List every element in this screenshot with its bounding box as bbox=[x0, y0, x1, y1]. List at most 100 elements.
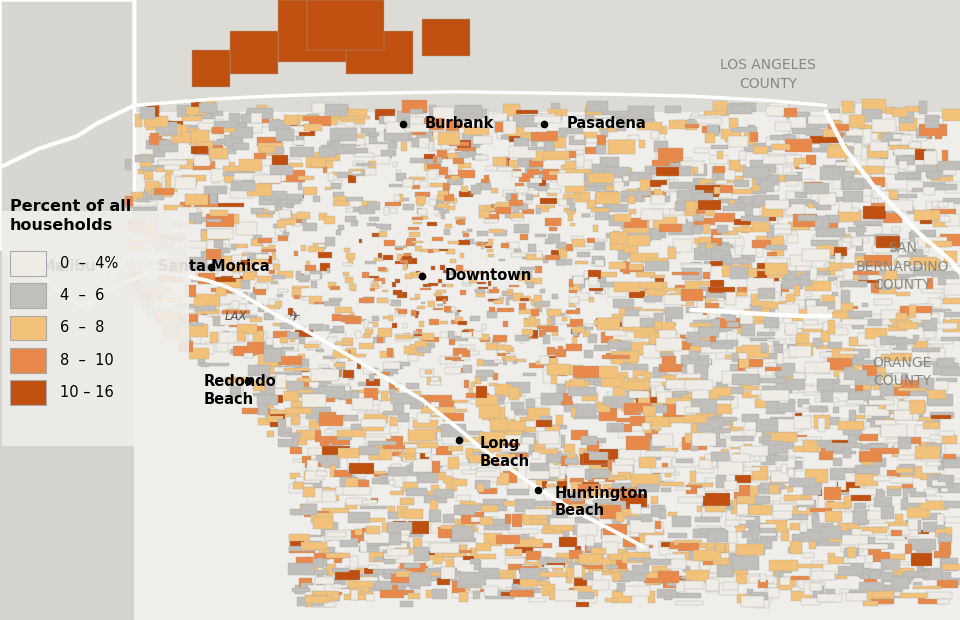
Bar bbox=[865, 458, 886, 467]
Bar bbox=[342, 133, 365, 144]
Bar bbox=[191, 102, 201, 115]
Bar bbox=[356, 361, 361, 369]
Bar bbox=[479, 291, 484, 293]
Bar bbox=[870, 142, 888, 151]
Bar bbox=[527, 183, 542, 188]
Bar bbox=[918, 402, 926, 412]
Bar bbox=[709, 565, 727, 573]
Bar bbox=[833, 526, 852, 538]
Bar bbox=[505, 557, 525, 564]
Bar bbox=[327, 174, 334, 181]
Bar bbox=[737, 503, 748, 515]
Bar bbox=[788, 513, 808, 520]
Bar bbox=[521, 134, 534, 141]
Bar bbox=[276, 374, 286, 388]
Bar bbox=[765, 317, 777, 328]
Bar bbox=[318, 386, 345, 398]
Bar bbox=[307, 535, 321, 548]
Bar bbox=[799, 507, 807, 511]
Bar bbox=[505, 515, 511, 524]
Bar bbox=[177, 206, 197, 213]
Bar bbox=[716, 233, 722, 246]
Bar bbox=[526, 551, 541, 560]
Bar bbox=[403, 198, 409, 202]
Bar bbox=[457, 582, 483, 588]
Bar bbox=[730, 118, 737, 128]
Text: 10 – 16: 10 – 16 bbox=[60, 385, 113, 400]
Bar bbox=[664, 308, 683, 319]
Bar bbox=[945, 445, 960, 454]
Bar bbox=[803, 553, 814, 557]
Bar bbox=[566, 344, 582, 352]
Bar bbox=[784, 329, 803, 334]
Bar bbox=[634, 332, 660, 343]
Bar bbox=[563, 393, 572, 406]
Bar bbox=[848, 556, 870, 569]
Bar bbox=[527, 282, 534, 288]
Bar bbox=[774, 420, 802, 432]
Bar bbox=[175, 260, 193, 267]
Bar bbox=[658, 570, 679, 583]
Bar bbox=[316, 455, 340, 468]
Bar bbox=[390, 382, 397, 391]
Bar bbox=[512, 358, 526, 361]
Bar bbox=[485, 590, 514, 599]
Bar bbox=[478, 525, 485, 534]
Bar bbox=[864, 165, 883, 174]
Bar bbox=[278, 428, 292, 436]
Bar bbox=[944, 266, 960, 272]
Bar bbox=[455, 216, 467, 219]
Bar bbox=[651, 195, 664, 204]
Bar bbox=[868, 583, 878, 589]
Bar bbox=[859, 405, 887, 413]
Bar bbox=[589, 288, 603, 291]
Bar bbox=[513, 588, 540, 593]
Bar bbox=[568, 283, 582, 291]
Bar bbox=[838, 210, 861, 223]
Bar bbox=[778, 365, 786, 371]
Bar bbox=[317, 574, 323, 587]
Bar bbox=[393, 162, 397, 167]
Bar bbox=[813, 235, 840, 240]
Bar bbox=[723, 255, 732, 265]
Bar bbox=[459, 219, 466, 225]
Bar bbox=[749, 523, 766, 531]
Bar bbox=[869, 400, 895, 405]
Bar bbox=[595, 194, 609, 201]
Bar bbox=[860, 453, 871, 460]
Bar bbox=[543, 169, 559, 180]
Bar bbox=[628, 557, 651, 561]
Bar bbox=[396, 170, 401, 172]
Bar bbox=[870, 419, 882, 427]
Bar bbox=[480, 376, 487, 381]
Bar bbox=[324, 166, 327, 173]
Bar bbox=[258, 404, 269, 415]
Bar bbox=[444, 188, 449, 196]
Bar bbox=[822, 390, 833, 402]
Bar bbox=[571, 555, 584, 559]
Bar bbox=[920, 258, 935, 263]
Bar bbox=[476, 516, 497, 528]
Bar bbox=[760, 378, 786, 383]
Bar bbox=[684, 125, 699, 128]
Bar bbox=[510, 419, 518, 425]
Bar bbox=[739, 355, 750, 368]
Bar bbox=[930, 475, 951, 480]
Bar bbox=[664, 377, 671, 390]
Bar bbox=[815, 364, 844, 374]
Bar bbox=[404, 333, 410, 339]
Bar bbox=[491, 574, 515, 578]
Bar bbox=[316, 592, 342, 595]
Bar bbox=[347, 253, 355, 259]
Bar bbox=[304, 265, 317, 271]
Bar bbox=[685, 407, 700, 413]
Bar bbox=[708, 386, 731, 400]
Bar bbox=[390, 208, 397, 213]
Bar bbox=[923, 318, 937, 330]
Bar bbox=[648, 484, 670, 487]
Bar bbox=[545, 358, 558, 366]
Bar bbox=[871, 505, 882, 518]
Bar bbox=[652, 474, 660, 485]
Bar bbox=[608, 140, 631, 149]
Bar bbox=[819, 448, 832, 461]
